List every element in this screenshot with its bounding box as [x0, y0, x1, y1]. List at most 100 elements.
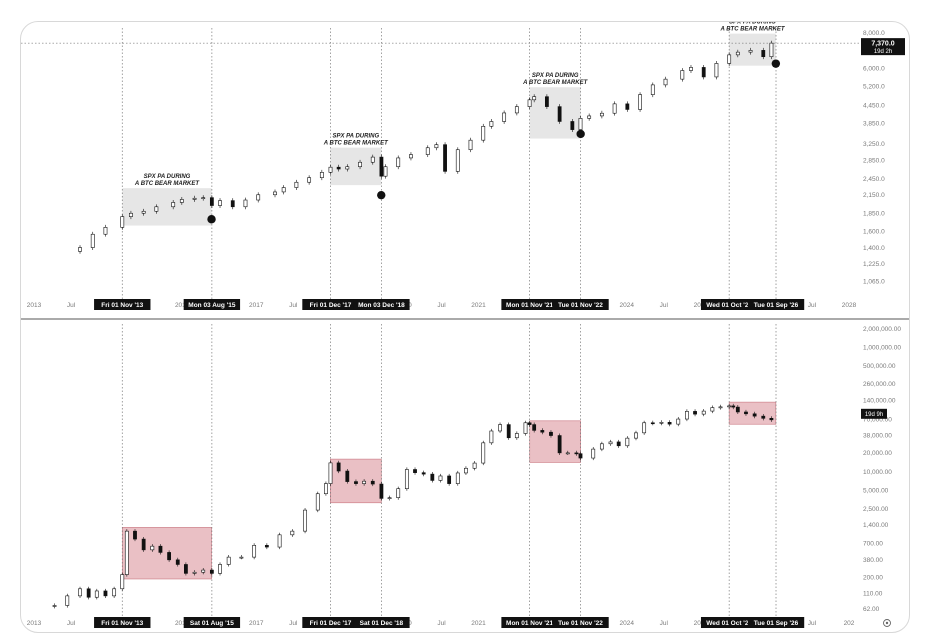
date-tag-label: Mon 01 Nov '21: [506, 302, 553, 309]
candle: [307, 177, 312, 183]
candle: [430, 473, 435, 481]
candle: [243, 199, 248, 208]
date-tag-label: Tue 01 Nov '22: [558, 620, 603, 627]
date-tag-label: Wed 01 Oct '25: [706, 620, 752, 627]
candle: [447, 475, 452, 484]
candle: [396, 157, 401, 168]
candle: [731, 405, 736, 408]
candle: [693, 411, 697, 415]
date-tag-bg: [552, 617, 609, 628]
candle: [616, 441, 621, 447]
candle: [570, 121, 575, 130]
bear-end-dot: [377, 190, 386, 200]
candle: [281, 187, 286, 193]
candle: [527, 99, 532, 107]
time-axis-label: Jul: [660, 620, 669, 627]
candle: [663, 78, 668, 86]
candle: [264, 545, 269, 548]
date-tag-bg: [501, 617, 558, 628]
price-axis-label: 3,850.0: [863, 120, 885, 127]
date-tag-bg: [700, 617, 758, 628]
settings-icon[interactable]: [883, 619, 891, 627]
candle: [226, 556, 231, 565]
price-axis-label: 5,200.0: [863, 83, 885, 90]
time-axis-label: 2016: [175, 620, 190, 627]
candle: [86, 588, 91, 598]
candle: [680, 70, 685, 80]
date-tag-bg: [183, 617, 241, 628]
candle: [549, 431, 553, 436]
candle: [540, 430, 545, 433]
bear-end-dot: [576, 129, 585, 139]
date-tag-bg: [353, 617, 410, 628]
candle: [201, 197, 206, 199]
price-axis-label: 110.00: [863, 590, 883, 597]
candle: [769, 42, 774, 58]
candle: [701, 410, 706, 415]
candle: [634, 432, 638, 439]
candle: [599, 112, 604, 117]
price-axis-label: 1,000,000.00: [863, 344, 901, 351]
candle: [336, 166, 341, 170]
candle: [587, 115, 592, 119]
candle: [303, 509, 307, 532]
date-tag-bg: [747, 617, 805, 628]
candle-countdown: 19d 9h: [865, 412, 883, 418]
candle: [727, 54, 732, 64]
date-tag-bg: [747, 299, 805, 310]
candle: [498, 424, 502, 432]
candle: [735, 406, 740, 413]
candle: [90, 233, 95, 248]
candle: [506, 424, 511, 439]
candle: [103, 227, 108, 235]
chart-canvas[interactable]: 8,000.07,000.06,000.05,200.04,450.03,850…: [21, 22, 909, 632]
candle: [748, 50, 753, 53]
date-tag-label: Fri 01 Dec '17: [310, 620, 352, 627]
time-axis-label: Jul: [660, 302, 669, 309]
candle: [133, 530, 137, 540]
price-axis-label: 5,000.00: [863, 487, 889, 494]
time-axis-label: 2028: [842, 302, 857, 309]
time-axis-label: 2021: [471, 302, 486, 309]
price-axis-label: 700.00: [863, 541, 883, 548]
candle: [409, 154, 413, 159]
price-axis-label: 3,250.0: [863, 141, 885, 148]
candle: [532, 424, 537, 431]
candle: [710, 407, 715, 412]
date-tag-label: Fri 01 Dec '17: [310, 302, 352, 309]
candle: [379, 483, 384, 499]
candle: [455, 149, 460, 172]
time-axis-label: 202: [844, 620, 855, 627]
time-axis-label: 2024: [619, 620, 634, 627]
candle: [175, 559, 180, 565]
candle: [650, 84, 655, 95]
candle: [184, 564, 188, 574]
candle: [154, 206, 159, 212]
candle: [625, 103, 630, 110]
date-tag-label: Wed 01 Oct '25: [706, 302, 752, 309]
candle: [468, 139, 473, 151]
price-axis-label: 2,500.00: [863, 506, 889, 513]
candle: [383, 166, 388, 177]
countdown-tag-bg: [861, 408, 887, 419]
candle: [578, 453, 583, 459]
candle: [650, 422, 655, 425]
candle: [65, 595, 70, 606]
date-tag-bg: [501, 299, 558, 310]
price-axis-label: 6,000.0: [863, 66, 885, 73]
candle: [328, 166, 333, 173]
candle: [578, 118, 583, 130]
candle: [78, 588, 82, 597]
price-axis-label: 1,850.0: [863, 210, 885, 217]
candle: [701, 67, 706, 78]
time-axis-label: 2017: [249, 620, 264, 627]
candle: [489, 430, 494, 444]
date-tag-label: Mon 03 Dec '18: [358, 302, 405, 309]
candle: [218, 200, 222, 206]
candle: [464, 467, 468, 474]
bottom-pane-btc[interactable]: 2,000,000.00 1,000,000.00 500,000.00 260,00…: [27, 324, 902, 628]
price-axis-label: 380.00: [863, 557, 883, 564]
time-axis-label: Jul: [289, 302, 298, 309]
top-pane-spx[interactable]: 8,000.07,000.06,000.05,200.04,450.03,850…: [21, 22, 905, 310]
bear-annotation-line1: SPX PA DURING: [332, 134, 379, 140]
